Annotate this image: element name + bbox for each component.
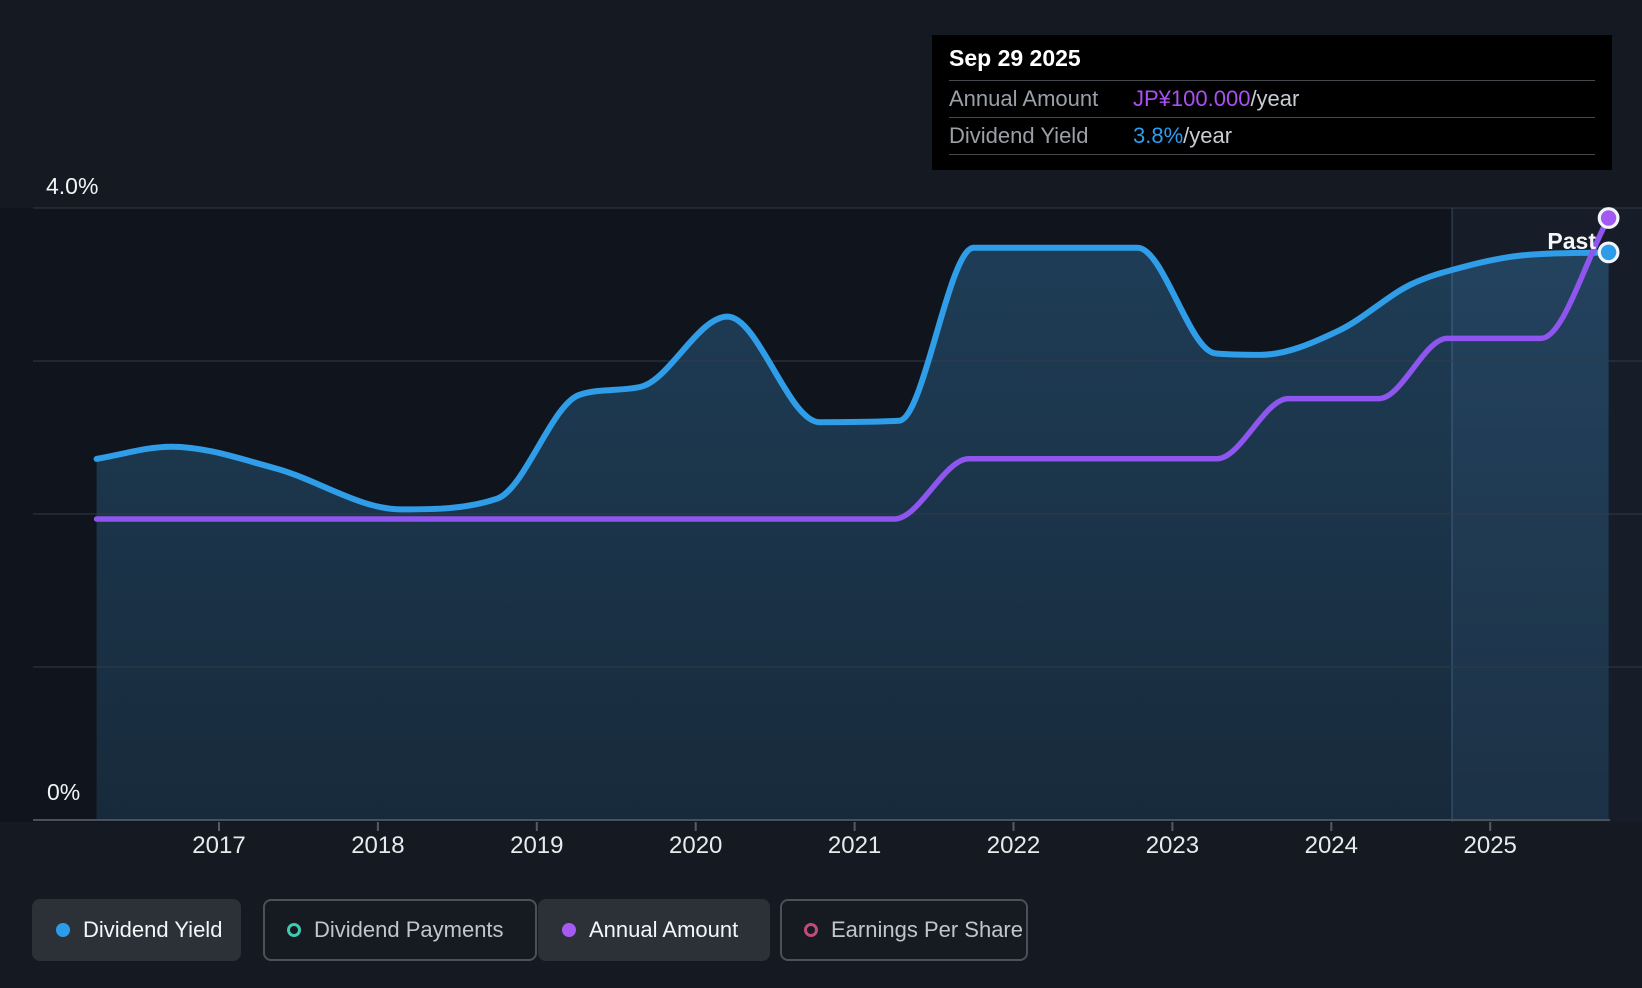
tooltip-suffix: /year — [1250, 86, 1300, 111]
tooltip-label: Annual Amount — [949, 86, 1099, 111]
legend-dividend-yield-button[interactable]: Dividend Yield — [32, 899, 241, 961]
dividend-payments-marker-icon — [287, 923, 301, 937]
legend-label: Dividend Payments — [314, 917, 504, 942]
x-axis-label: 2024 — [1305, 832, 1358, 859]
tooltip-row-annual-amount: Annual Amount JP¥100.000 /year — [949, 81, 1595, 118]
legend-earnings-per-share-button[interactable]: Earnings Per Share — [780, 899, 1028, 961]
tooltip-row-dividend-yield: Dividend Yield 3.8% /year — [949, 118, 1595, 155]
x-axis-label: 2017 — [192, 832, 245, 859]
x-axis-label: 2021 — [828, 832, 881, 859]
x-axis-label: 2022 — [987, 832, 1040, 859]
x-axis-label: 2020 — [669, 832, 722, 859]
yield-area-fill — [96, 247, 1609, 821]
dividend-yield-line — [93, 244, 1612, 513]
dividend-yield-end-dot — [1597, 241, 1620, 264]
annual-amount-marker-icon — [562, 923, 576, 937]
x-axis-label: 2023 — [1146, 832, 1199, 859]
y-axis-label-bottom: 0% — [47, 779, 81, 805]
past-label: Past — [1547, 228, 1596, 254]
tooltip-value: JP¥100.000 — [1133, 86, 1251, 111]
y-axis-label-top: 4.0% — [46, 173, 99, 199]
chart-tooltip: Sep 29 2025 Annual Amount JP¥100.000 /ye… — [932, 35, 1612, 170]
x-axis-label: 2019 — [510, 832, 563, 859]
annual-amount-end-dot — [1597, 207, 1620, 229]
dividend-yield-marker-icon — [56, 923, 70, 937]
x-axis-label: 2025 — [1464, 832, 1517, 859]
tooltip-suffix: /year — [1183, 123, 1233, 148]
tooltip-value: 3.8% — [1133, 123, 1184, 148]
legend-dividend-payments-button[interactable]: Dividend Payments — [263, 899, 537, 961]
legend-label: Earnings Per Share — [831, 917, 1023, 942]
legend-label: Annual Amount — [589, 917, 739, 942]
x-axis-label: 2018 — [351, 832, 404, 859]
tooltip-label: Dividend Yield — [949, 123, 1089, 148]
annual-amount-line — [93, 215, 1612, 522]
past-band — [1452, 208, 1642, 822]
tooltip-date: Sep 29 2025 — [949, 35, 1595, 81]
legend-annual-amount-button[interactable]: Annual Amount — [538, 899, 770, 961]
legend-label: Dividend Yield — [83, 917, 223, 942]
earnings-per-share-marker-icon — [804, 923, 818, 937]
